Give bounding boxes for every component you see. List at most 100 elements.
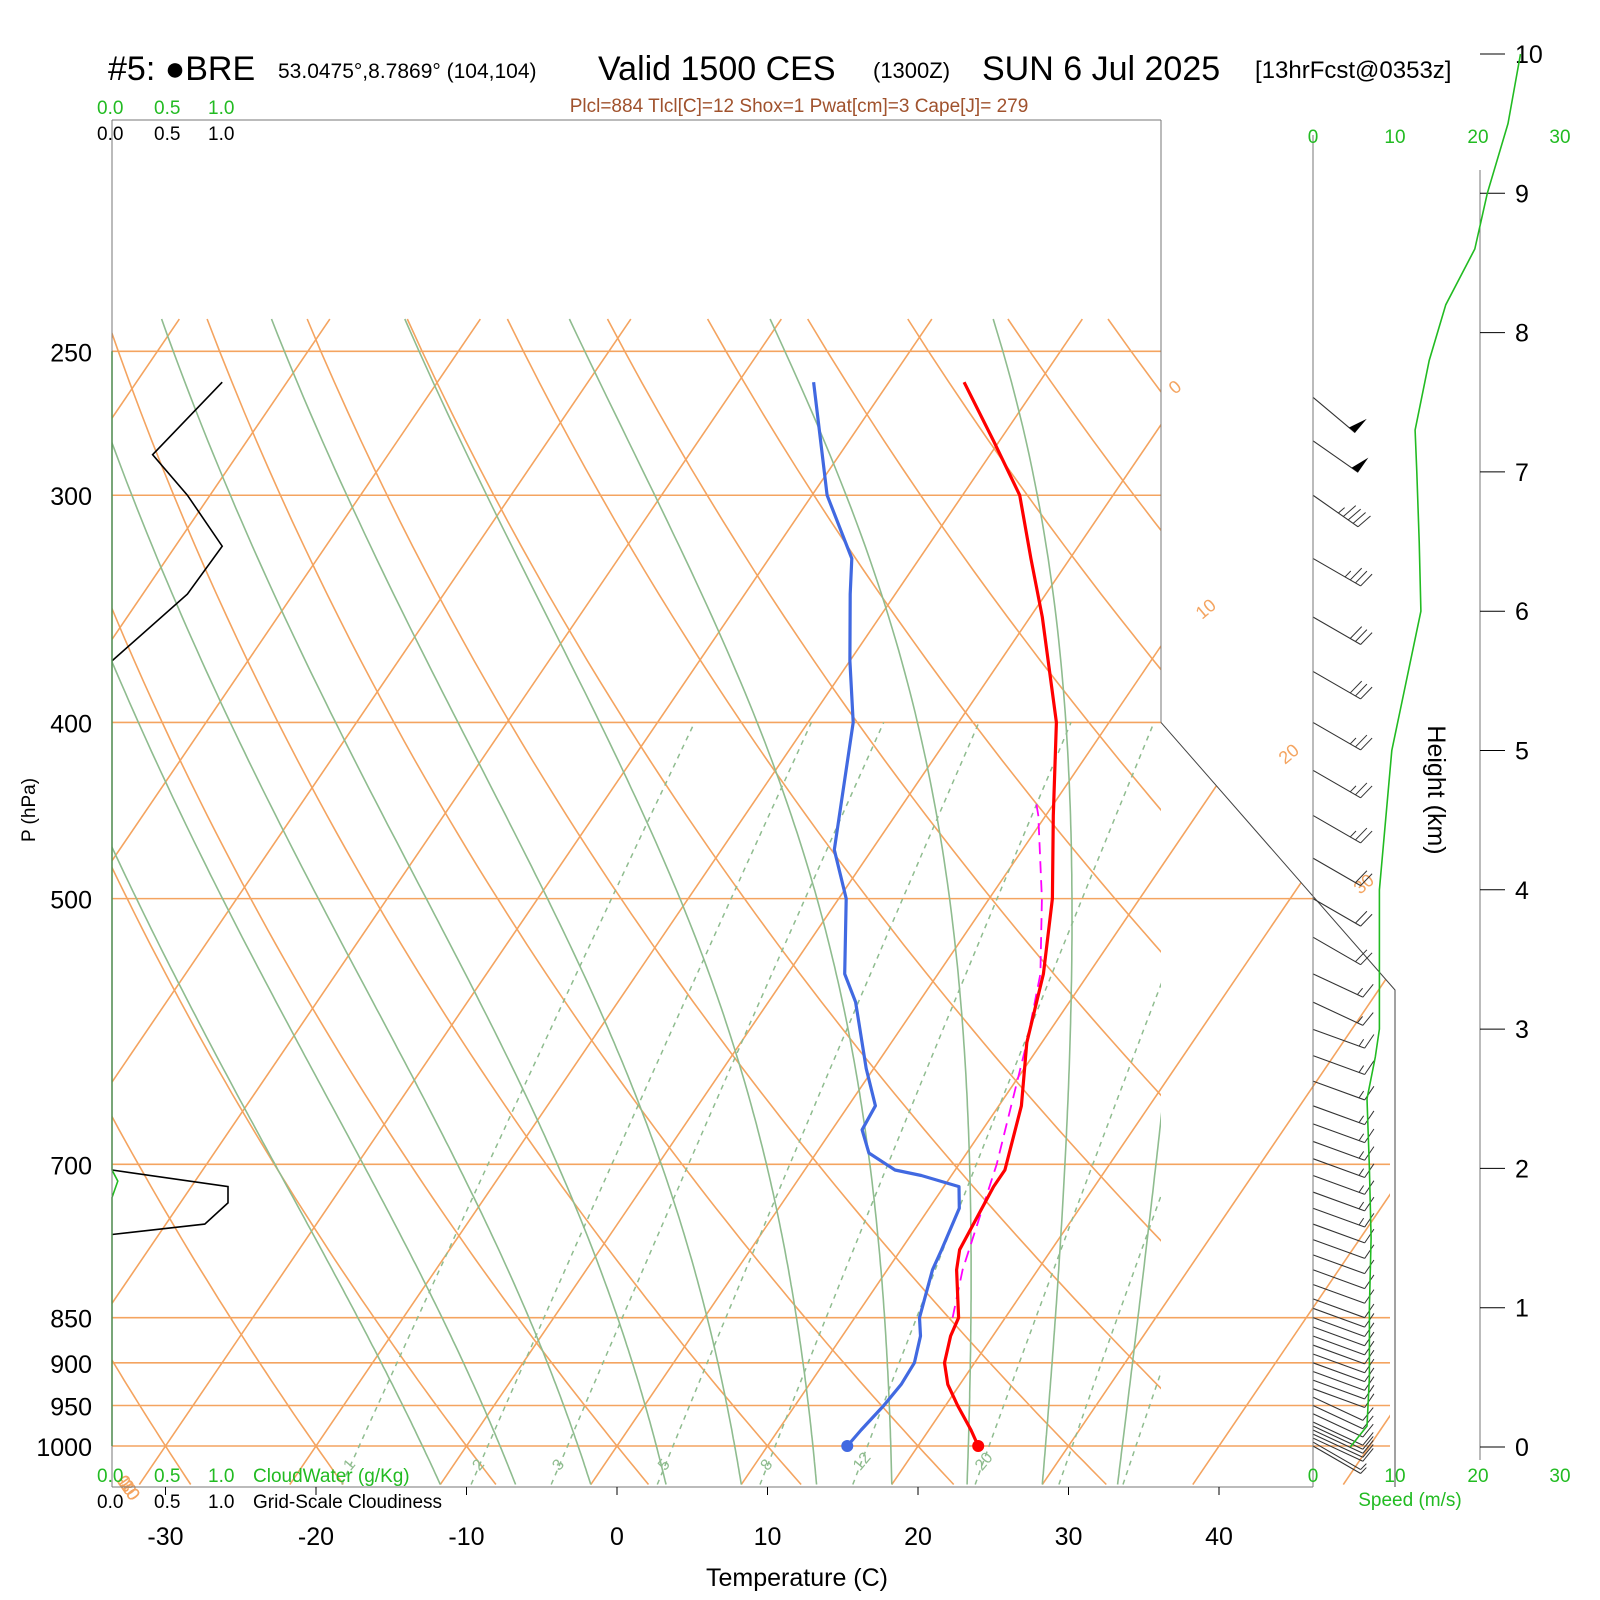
barb-staff [1312,1433,1364,1458]
barb-full [1355,782,1368,796]
wind-barb [1312,1080,1375,1101]
barb-half [1357,987,1363,995]
height-tick-label: 5 [1515,738,1529,766]
isotherm-line [0,319,29,1484]
barb-staff [1312,1317,1365,1337]
speed-tick-label-top: 10 [1384,127,1405,148]
mixing-ratio-label: 12 [850,1449,875,1474]
barb-staff [1312,721,1361,751]
barb-half [1358,1090,1365,1099]
barb-staff [1312,494,1359,528]
dry-adiabat [112,1358,192,1485]
temperature-tick-label: 0 [610,1523,624,1551]
date-label: SUN 6 Jul 2025 [982,50,1220,88]
barb-staff [1312,1055,1365,1075]
cloudiness-scale-label-bottom: 1.0 [208,1492,234,1513]
wind-barb [1312,1140,1375,1161]
moist-adiabat [160,318,667,1485]
isotherm-line [891,1087,1161,1485]
height-tick-label: 8 [1515,320,1529,348]
wind-mask [1161,120,1395,990]
wind-barb [1312,1001,1374,1026]
barb-half [1349,785,1357,793]
barb-staff [1312,1396,1364,1421]
barb-staff [1312,1437,1364,1462]
cloudwater-scale-label-bottom: 1.0 [208,1466,234,1487]
pressure-tick-label: 400 [50,710,92,738]
isotherm-line [1494,319,1600,1484]
barb-staff [1312,1298,1365,1319]
barb-half [1357,1016,1363,1024]
valid-time-label: Valid 1500 CES [598,50,836,88]
barb-staff [1312,973,1364,998]
barb-full [1364,1393,1375,1408]
wind-barb [1312,440,1369,473]
barb-half [1358,1201,1365,1210]
barb-full [1364,1086,1375,1101]
cloudwater-scale-label-bottom: 0.5 [154,1466,180,1487]
temperature-tick-label: 10 [754,1523,782,1551]
barb-full [1362,1415,1374,1430]
temperature-tick-label: 20 [904,1523,932,1551]
surface-dewpoint-point [841,1440,854,1452]
barb-full [1355,827,1368,841]
wind-barb [1312,1239,1375,1259]
temperature-tick-label: 30 [1055,1523,1083,1551]
temperature-tick-label: 40 [1205,1523,1233,1551]
barb-half [1360,1463,1367,1470]
speed-tick-label-bottom: 10 [1384,1466,1405,1487]
pressure-axis-title: P (hPa) [19,778,40,842]
dry-adiabat [112,865,497,1485]
barb-staff [1312,1028,1365,1049]
barb-staff [1312,1353,1365,1374]
pressure-tick-label: 850 [50,1306,92,1334]
height-tick-label: 1 [1515,1295,1529,1323]
wind-barb [1312,670,1373,700]
barb-half [1344,570,1352,578]
barb-full [1362,1444,1374,1458]
moist-adiabat [112,845,442,1485]
moist-adiabat [992,318,1073,1485]
wind-barb [1312,898,1373,927]
barb-full [1364,1259,1375,1274]
dewpoint-line [812,382,961,1448]
cloudiness-scale-label-top: 0.5 [154,124,180,145]
pressure-tick-label: 700 [50,1152,92,1180]
dry-adiabat [1408,319,1600,1485]
moist-adiabat [568,318,893,1485]
barb-staff [1312,1413,1364,1438]
dry-adiabat [112,1114,344,1485]
height-tick-label: 3 [1515,1016,1529,1044]
mixing-ratio-line [759,722,1072,1485]
speed-tick-label-bottom: 0 [1308,1466,1319,1487]
barb-full [1360,913,1373,927]
barb-half [1358,1038,1365,1047]
pressure-tick-label: 250 [50,339,92,367]
wind-barb [1312,1055,1375,1075]
mixing-ratio-label: 20 [972,1449,997,1474]
wind-speed-line [1349,53,1522,1448]
barb-full [1355,629,1368,642]
cloudiness-line [111,1169,229,1236]
temperature-tick-label: -20 [298,1523,334,1551]
wind-barb [1312,1223,1375,1244]
barb-full [1364,1213,1375,1228]
barb-half [1358,1185,1365,1193]
utc-label: (1300Z) [873,58,950,83]
barb-staff [1312,1223,1365,1244]
barb-staff [1312,1388,1365,1409]
moist-adiabat [270,318,743,1485]
barb-staff [1312,1307,1365,1328]
barb-staff [1312,814,1361,844]
isotherm-line [1192,1193,1390,1485]
cloudiness-scale-label-top: 1.0 [208,124,234,145]
wind-barb [1312,1269,1375,1290]
barb-staff [1312,670,1361,700]
barb-staff [1312,1404,1364,1430]
wind-boundary [1160,722,1396,1487]
speed-axis-title: Speed (m/s) [1358,1490,1461,1511]
dry-adiabat [206,318,955,1486]
barb-flag [1349,418,1367,433]
isotherm-line [1494,319,1600,1484]
barb-half [1358,1168,1365,1176]
